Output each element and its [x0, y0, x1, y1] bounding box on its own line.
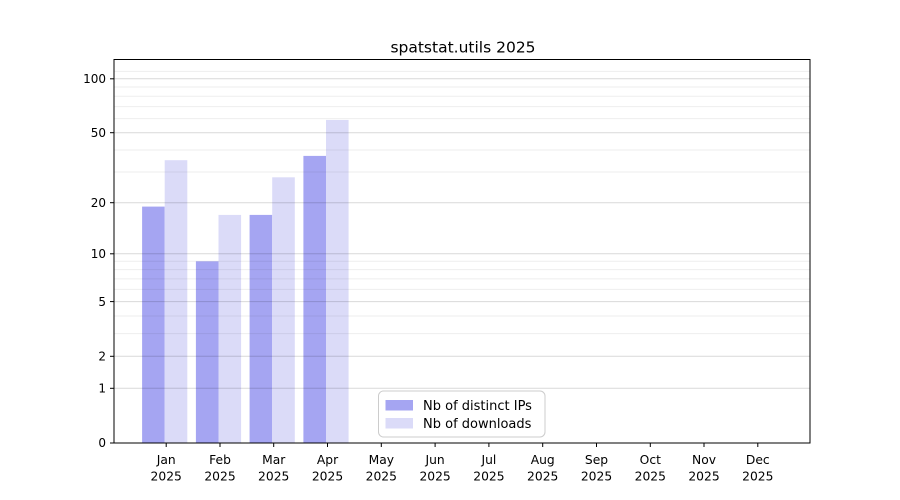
chart-title: spatstat.utils 2025	[390, 39, 535, 57]
y-tick-label-100: 100	[83, 72, 106, 86]
bar-nb-of-distinct-ips-mar	[249, 214, 273, 443]
x-tick-label-month-feb: Feb	[209, 453, 231, 467]
bar-nb-of-downloads-jan	[164, 160, 188, 443]
y-tick-label-2: 2	[98, 350, 106, 364]
gridlines-layer	[114, 70, 810, 389]
x-tick-label-year-jul: 2025	[473, 470, 504, 484]
y-tick-label-1: 1	[98, 382, 106, 396]
x-tick-label-month-apr: Apr	[317, 453, 339, 467]
bar-nb-of-distinct-ips-jan	[142, 206, 165, 443]
x-tick-label-month-jun: Jun	[424, 453, 444, 467]
x-tick-label-year-nov: 2025	[688, 470, 719, 484]
x-tick-label-year-jun: 2025	[419, 470, 450, 484]
y-tick-label-5: 5	[98, 295, 106, 309]
legend-box	[378, 390, 546, 438]
x-tick-label-year-dec: 2025	[742, 470, 773, 484]
x-tick-label-month-may: May	[369, 453, 394, 467]
x-tick-label-month-mar: Mar	[262, 453, 286, 467]
x-tick-label-year-sep: 2025	[581, 470, 612, 484]
x-tick-label-month-jul: Jul	[480, 453, 496, 467]
bar-nb-of-downloads-feb	[218, 214, 242, 443]
bar-nb-of-downloads-mar	[272, 177, 295, 444]
bar-nb-of-distinct-ips-feb	[195, 261, 219, 443]
x-tick-label-year-may: 2025	[366, 470, 397, 484]
axes-layer: 0 1 2 5 10 20 50 100 Jan 2025 Feb 2025 Mar 2025 Apr 202…	[83, 59, 811, 484]
x-tick-label-year-mar: 2025	[258, 470, 289, 484]
y-tick-label-0: 0	[98, 436, 106, 450]
legend-swatch-downloads	[385, 418, 413, 429]
bars-layer	[142, 119, 349, 444]
x-tick-label-year-apr: 2025	[312, 470, 343, 484]
x-tick-label-year-aug: 2025	[527, 470, 558, 484]
legend: Nb of distinct IPs Nb of downloads	[378, 390, 546, 438]
x-tick-label-year-feb: 2025	[204, 470, 235, 484]
x-tick-label-month-nov: Nov	[692, 453, 716, 467]
x-tick-label-month-dec: Dec	[746, 453, 770, 467]
x-tick-label-year-jan: 2025	[151, 470, 182, 484]
legend-swatch-distinct-ips	[385, 400, 413, 411]
x-tick-label-month-sep: Sep	[585, 453, 608, 467]
x-tick-label-month-oct: Oct	[640, 453, 661, 467]
y-tick-label-50: 50	[91, 126, 106, 140]
x-tick-label-month-aug: Aug	[531, 453, 555, 467]
legend-label-distinct-ips: Nb of distinct IPs	[423, 399, 532, 414]
bar-nb-of-downloads-apr	[326, 119, 349, 444]
x-tick-label-month-jan: Jan	[156, 453, 176, 467]
x-tick-label-year-oct: 2025	[635, 470, 666, 484]
y-tick-label-10: 10	[91, 247, 106, 261]
bar-nb-of-distinct-ips-apr	[303, 155, 326, 443]
y-tick-label-20: 20	[91, 196, 106, 210]
legend-label-downloads: Nb of downloads	[423, 417, 532, 432]
plot-border	[113, 59, 811, 444]
